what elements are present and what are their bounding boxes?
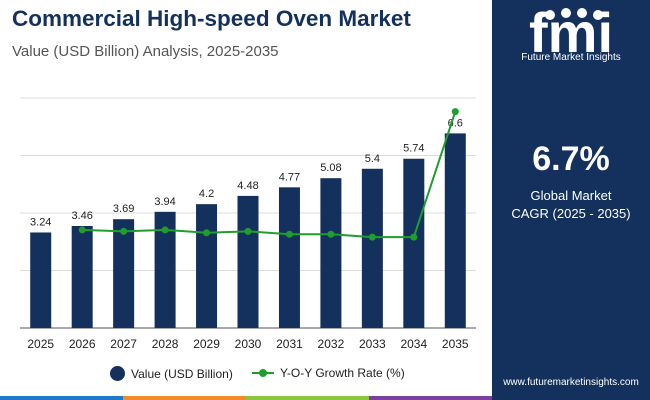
bar-value-label-2025: 3.24 xyxy=(30,216,51,228)
growth-rate-line xyxy=(82,111,457,239)
x-tick-label-2028: 2028 xyxy=(152,337,179,351)
bar-value-label-2028: 3.94 xyxy=(154,196,175,208)
fmi-logo: fmi xyxy=(529,6,613,64)
bar-2033 xyxy=(361,168,383,328)
x-tick-label-2033: 2033 xyxy=(359,337,386,351)
side-panel: fmi Future Market Insights 6.7% Global M… xyxy=(492,0,650,400)
x-tick-label-2030: 2030 xyxy=(235,337,262,351)
bar-value-label-2032: 5.08 xyxy=(320,162,341,174)
x-tick-label-2035: 2035 xyxy=(442,337,469,351)
chart: 3.24 2025 3.46 2026 3.69 2027 3.94 2028 4.2 2029 4… xyxy=(20,97,476,351)
bar-2031 xyxy=(278,187,300,328)
growth-rate-point-2028 xyxy=(161,226,169,234)
bottom-color-strip xyxy=(0,396,492,400)
bar-value-label-2026: 3.46 xyxy=(71,210,92,222)
bar-2025 xyxy=(30,232,52,328)
x-tick-label-2032: 2032 xyxy=(318,337,345,351)
x-tick-label-2027: 2027 xyxy=(110,337,137,351)
chart-legend: Value (USD Billion) Y-O-Y Growth Rate (%… xyxy=(0,366,492,388)
bar-2027 xyxy=(113,219,135,328)
growth-rate-point-2027 xyxy=(120,227,128,235)
growth-rate-point-2031 xyxy=(285,230,293,238)
x-tick-label-2025: 2025 xyxy=(27,337,54,351)
bar-2028 xyxy=(154,211,176,328)
bar-value-label-2027: 3.69 xyxy=(113,203,134,215)
cagr-label-line1: Global Market xyxy=(530,188,612,203)
strip-segment xyxy=(369,396,492,400)
growth-rate-point-2029 xyxy=(203,229,211,237)
page-title: Commercial High-speed Oven Market xyxy=(12,6,411,31)
x-tick-label-2031: 2031 xyxy=(276,337,303,351)
cagr-value: 6.7% xyxy=(532,140,610,178)
bar-value-label-2034: 5.74 xyxy=(403,143,424,155)
x-tick-label-2029: 2029 xyxy=(193,337,220,351)
bar-2035 xyxy=(444,133,466,328)
bar-value-label-2029: 4.2 xyxy=(199,188,214,200)
bar-value-label-2030: 4.48 xyxy=(237,180,258,192)
website-url: www.futuremarketinsights.com xyxy=(503,377,639,388)
legend-item-growth: Y-O-Y Growth Rate (%) xyxy=(252,366,405,380)
x-tick-label-2034: 2034 xyxy=(400,337,427,351)
strip-segment xyxy=(0,396,123,400)
growth-rate-point-2035 xyxy=(451,108,459,116)
x-tick-label-2026: 2026 xyxy=(69,337,96,351)
bar-value-label-2033: 5.4 xyxy=(365,153,380,165)
bar-2029 xyxy=(196,204,218,328)
bar-2034 xyxy=(403,158,425,328)
page-subtitle: Value (USD Billion) Analysis, 2025-2035 xyxy=(12,43,279,60)
strip-segment xyxy=(246,396,369,400)
cagr-label-line2: CAGR (2025 - 2035) xyxy=(511,206,631,221)
strip-segment xyxy=(123,396,246,400)
bar-2030 xyxy=(237,195,259,328)
bar-value-label-2031: 4.77 xyxy=(279,171,300,183)
legend-line-label: Y-O-Y Growth Rate (%) xyxy=(280,366,405,380)
growth-rate-point-2034 xyxy=(410,233,418,241)
growth-rate-point-2033 xyxy=(368,233,376,241)
legend-line-swatch xyxy=(252,367,274,379)
bar-2026 xyxy=(71,225,93,328)
growth-rate-point-2030 xyxy=(244,227,252,235)
logo-text: Future Market Insights xyxy=(521,52,621,63)
bar-2032 xyxy=(320,178,342,328)
legend-item-value: Value (USD Billion) xyxy=(110,366,233,381)
growth-rate-point-2032 xyxy=(327,230,335,238)
legend-bar-label: Value (USD Billion) xyxy=(131,366,233,381)
legend-bar-swatch xyxy=(110,366,125,381)
growth-rate-point-2026 xyxy=(78,226,86,234)
